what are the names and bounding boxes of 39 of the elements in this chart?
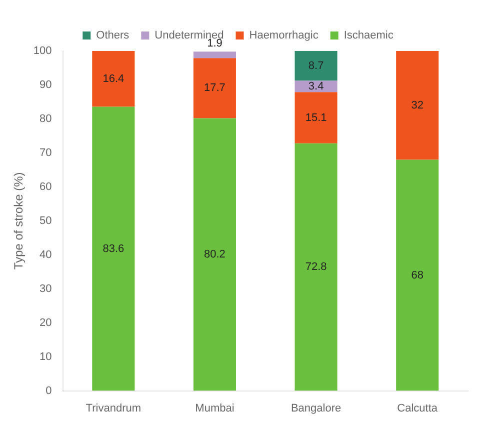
bar [92,51,135,107]
y-tick-label: 60 [40,180,52,193]
data-label: 17.7 [204,82,226,94]
x-tick-label: Bangalore [290,402,342,414]
y-axis-title: Type of stroke (%) [12,172,26,270]
bar [294,143,338,391]
data-label: 15.1 [305,112,327,124]
legend-label: Others [96,30,130,42]
data-label: 3.4 [308,80,324,92]
y-tick-label: 40 [40,248,52,261]
legend-label: Ischaemic [344,30,394,42]
y-tick-label: 0 [46,384,52,397]
legend-label: Haemorrhagic [249,30,319,42]
x-tick-label: Mumbai [195,402,234,414]
data-label: 8.7 [308,60,324,72]
y-tick-label: 80 [40,112,52,125]
y-tick-label: 90 [40,79,52,92]
bar [193,52,236,58]
data-label: 32 [411,99,424,112]
data-label: 72.8 [305,261,327,274]
bar [193,118,236,391]
bar [396,160,439,391]
bar [193,58,236,118]
y-tick-label: 100 [33,45,52,58]
y-tick-label: 10 [40,350,52,363]
data-label: 83.6 [102,242,124,255]
y-tick-label: 50 [40,214,52,227]
bar [294,92,338,144]
x-tick-label: Calcutta [397,402,438,414]
data-label: 80.2 [204,248,226,261]
bar [92,106,135,391]
data-label: 68 [411,269,424,282]
y-tick-label: 20 [40,316,52,329]
y-tick-label: 30 [40,282,52,295]
bar [396,51,439,160]
bar [294,51,338,81]
x-tick-label: Trivandrum [86,402,142,414]
data-label: 16.4 [102,72,124,85]
y-tick-label: 70 [40,146,52,159]
